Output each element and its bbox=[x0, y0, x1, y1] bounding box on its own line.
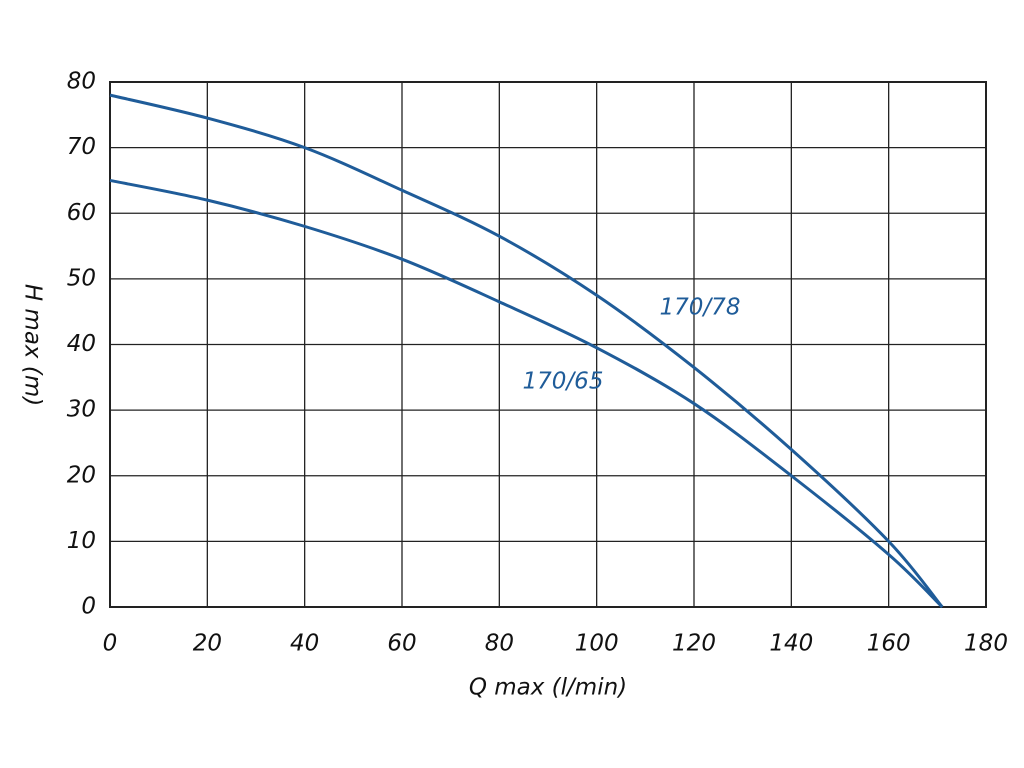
plot-border bbox=[109, 81, 987, 608]
line-series bbox=[109, 93, 944, 608]
x-tick-label: 20 bbox=[193, 631, 222, 657]
y-tick-label: 80 bbox=[67, 69, 96, 95]
x-tick-label: 80 bbox=[485, 631, 514, 657]
y-tick-label: 70 bbox=[67, 134, 96, 160]
series-label: 170/78 bbox=[660, 295, 741, 321]
y-tick-label: 50 bbox=[67, 265, 96, 291]
series-label: 170/65 bbox=[523, 369, 604, 395]
y-tick-label: 10 bbox=[67, 528, 96, 554]
y-axis-label: H max (m) bbox=[20, 284, 46, 406]
x-tick-label: 40 bbox=[290, 631, 319, 657]
line-series bbox=[109, 178, 944, 609]
x-tick-label: 0 bbox=[103, 631, 118, 657]
x-tick-label: 100 bbox=[575, 631, 619, 657]
x-tick-label: 120 bbox=[672, 631, 716, 657]
x-tick-label: 180 bbox=[964, 631, 1008, 657]
x-axis-label: Q max (l/min) bbox=[469, 675, 627, 701]
y-tick-label: 40 bbox=[67, 331, 96, 357]
x-tick-label: 140 bbox=[769, 631, 813, 657]
y-tick-label: 30 bbox=[67, 397, 96, 423]
y-tick-label: 20 bbox=[67, 462, 96, 488]
x-tick-label: 160 bbox=[867, 631, 911, 657]
x-tick-label: 60 bbox=[387, 631, 416, 657]
y-tick-label: 60 bbox=[67, 200, 96, 226]
y-tick-label: 0 bbox=[81, 594, 96, 620]
